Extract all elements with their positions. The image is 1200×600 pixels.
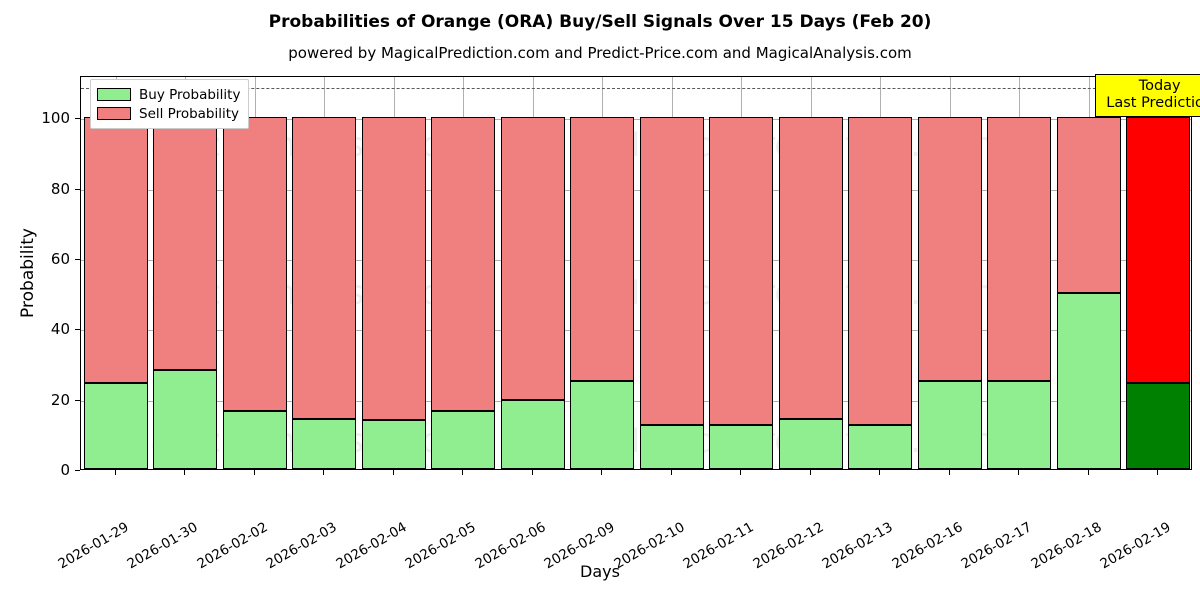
x-axis-tick-mark bbox=[323, 470, 325, 475]
legend-label-sell: Sell Probability bbox=[139, 105, 240, 122]
bar-segment-buy[interactable] bbox=[222, 410, 287, 469]
bar-segment-buy[interactable] bbox=[361, 420, 426, 469]
x-axis-tick-mark bbox=[531, 470, 533, 475]
bar-segment-buy[interactable] bbox=[570, 381, 635, 469]
bar-group[interactable] bbox=[1056, 77, 1121, 469]
y-axis-tick-mark bbox=[75, 258, 80, 261]
y-axis-label: Probability bbox=[18, 228, 38, 318]
y-axis-tick-label: 60 bbox=[50, 249, 70, 268]
bar-segment-buy[interactable] bbox=[709, 425, 774, 469]
bar-group[interactable] bbox=[153, 77, 218, 469]
x-axis-tick-mark bbox=[184, 470, 186, 475]
bar-segment-sell[interactable] bbox=[709, 117, 774, 426]
gridline-horizontal bbox=[81, 119, 1191, 121]
page-title: Probabilities of Orange (ORA) Buy/Sell S… bbox=[268, 12, 932, 32]
bar-segment-buy[interactable] bbox=[987, 381, 1052, 469]
gridline-horizontal bbox=[81, 189, 1191, 191]
chart-legend: Buy Probability Sell Probability bbox=[90, 79, 250, 129]
bar-segment-buy[interactable] bbox=[848, 425, 913, 469]
x-axis-tick-mark bbox=[879, 470, 881, 475]
bar-group[interactable] bbox=[709, 77, 774, 469]
legend-item-sell: Sell Probability bbox=[97, 104, 240, 123]
bar-group[interactable] bbox=[987, 77, 1052, 469]
y-axis-tick-mark bbox=[75, 188, 80, 190]
legend-swatch-sell bbox=[97, 107, 131, 120]
x-axis-tick-mark bbox=[948, 470, 950, 475]
legend-label-buy: Buy Probability bbox=[139, 86, 241, 103]
y-axis-tick-mark bbox=[75, 470, 80, 472]
gridline-horizontal bbox=[81, 330, 1191, 332]
bar-group[interactable] bbox=[570, 77, 635, 469]
bar-group[interactable] bbox=[431, 77, 496, 469]
bar-segment-sell[interactable] bbox=[222, 117, 287, 411]
chart-subtitle: powered by MagicalPrediction.com and Pre… bbox=[288, 44, 912, 62]
y-axis-tick-label: 100 bbox=[41, 109, 70, 128]
bar-segment-buy[interactable] bbox=[500, 399, 565, 469]
bar-segment-sell[interactable] bbox=[987, 117, 1052, 382]
x-axis-tick-mark bbox=[670, 470, 672, 475]
x-axis-tick-mark bbox=[1157, 470, 1159, 475]
y-axis-tick-label: 40 bbox=[50, 320, 70, 339]
today-annotation-line2: Last Prediction bbox=[1106, 95, 1200, 112]
bar-group[interactable] bbox=[917, 77, 982, 469]
plot-inner: MagicalAnalysis.comMagicalPrediction.com… bbox=[81, 77, 1191, 469]
threshold-dashed-line bbox=[81, 87, 1191, 89]
bar-segment-sell[interactable] bbox=[431, 117, 496, 411]
bar-segment-sell[interactable] bbox=[570, 117, 635, 382]
x-axis-tick-mark bbox=[601, 470, 603, 475]
bar-group[interactable] bbox=[361, 77, 426, 469]
bar-segment-buy[interactable] bbox=[153, 370, 218, 469]
bar-segment-sell[interactable] bbox=[1126, 117, 1191, 384]
gridline-horizontal bbox=[81, 400, 1191, 402]
bar-segment-sell[interactable] bbox=[361, 117, 426, 421]
y-axis-tick-mark bbox=[75, 399, 80, 401]
bar-group[interactable] bbox=[222, 77, 287, 469]
bar-group[interactable] bbox=[292, 77, 357, 469]
bar-group[interactable] bbox=[1126, 77, 1191, 469]
legend-item-buy: Buy Probability bbox=[97, 85, 240, 104]
x-axis-tick-mark bbox=[462, 470, 464, 475]
bar-segment-buy[interactable] bbox=[639, 425, 704, 469]
bar-segment-sell[interactable] bbox=[848, 117, 913, 426]
today-annotation-line1: Today bbox=[1138, 78, 1181, 94]
y-axis-tick-mark bbox=[75, 118, 80, 120]
bar-segment-sell[interactable] bbox=[778, 117, 843, 420]
y-axis-tick-mark bbox=[75, 329, 80, 331]
bar-segment-sell[interactable] bbox=[1056, 117, 1121, 294]
bar-segment-sell[interactable] bbox=[917, 117, 982, 382]
bar-group[interactable] bbox=[778, 77, 843, 469]
bar-segment-sell[interactable] bbox=[153, 117, 218, 371]
bar-segment-sell[interactable] bbox=[500, 117, 565, 400]
x-axis-tick-mark bbox=[1087, 470, 1089, 475]
x-axis-tick-mark bbox=[392, 470, 394, 475]
bar-group[interactable] bbox=[83, 77, 148, 469]
bar-segment-buy[interactable] bbox=[778, 419, 843, 469]
today-annotation: Today Last Prediction bbox=[1095, 74, 1200, 118]
y-axis-tick-label: 0 bbox=[60, 461, 70, 479]
bar-segment-buy[interactable] bbox=[1056, 293, 1121, 469]
x-axis-tick-mark bbox=[114, 470, 116, 475]
x-axis-label: Days bbox=[580, 562, 620, 581]
bar-segment-buy[interactable] bbox=[83, 383, 148, 469]
bar-segment-buy[interactable] bbox=[917, 381, 982, 469]
bar-segment-buy[interactable] bbox=[292, 419, 357, 469]
legend-swatch-buy bbox=[97, 88, 131, 101]
x-axis-tick-mark bbox=[1018, 470, 1020, 475]
bar-group[interactable] bbox=[500, 77, 565, 469]
bar-segment-sell[interactable] bbox=[292, 117, 357, 420]
bar-group[interactable] bbox=[639, 77, 704, 469]
bar-segment-sell[interactable] bbox=[83, 117, 148, 384]
x-axis-tick-mark bbox=[740, 470, 742, 475]
bar-segment-sell[interactable] bbox=[639, 117, 704, 426]
bar-segment-buy[interactable] bbox=[431, 410, 496, 469]
x-axis-tick-mark bbox=[253, 470, 255, 475]
bar-group[interactable] bbox=[848, 77, 913, 469]
gridline-horizontal bbox=[81, 259, 1191, 261]
plot-area: MagicalAnalysis.comMagicalPrediction.com… bbox=[80, 76, 1192, 470]
bar-segment-buy[interactable] bbox=[1126, 383, 1191, 469]
y-axis-tick-label: 80 bbox=[50, 179, 70, 198]
x-axis-tick-mark bbox=[809, 470, 811, 475]
y-axis-tick-label: 20 bbox=[50, 390, 70, 409]
